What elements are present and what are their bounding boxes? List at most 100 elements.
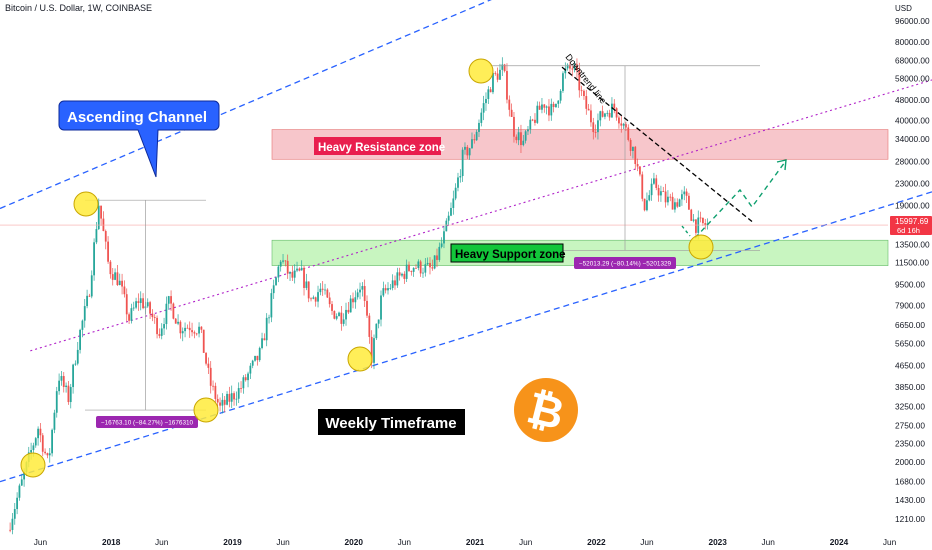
candle-body xyxy=(557,100,560,104)
candle xyxy=(515,134,518,144)
candle xyxy=(382,281,385,298)
candle-body xyxy=(270,293,273,318)
price-tick-label: 5650.00 xyxy=(895,339,925,349)
candle-body xyxy=(359,289,361,293)
measure-label-bg xyxy=(574,257,676,269)
candle xyxy=(489,87,492,93)
candle xyxy=(461,147,464,182)
candle xyxy=(606,110,609,117)
candle xyxy=(671,192,674,210)
candle-body xyxy=(191,330,193,333)
candle xyxy=(555,103,557,108)
candle xyxy=(685,188,688,204)
candle xyxy=(692,214,695,223)
candle-body xyxy=(660,191,662,196)
candle xyxy=(137,293,140,311)
candle-body xyxy=(333,310,336,319)
candle xyxy=(254,355,256,362)
candle-body xyxy=(452,198,455,208)
candle-body xyxy=(480,112,483,123)
candle-body xyxy=(569,64,571,69)
candle xyxy=(338,311,340,317)
candle-body xyxy=(424,264,427,273)
candle-body xyxy=(627,127,630,140)
candle-body xyxy=(167,296,170,304)
time-tick-label: 2020 xyxy=(345,537,364,547)
candle xyxy=(191,322,193,337)
candle-body xyxy=(417,261,420,268)
candle-body xyxy=(655,178,658,188)
candle-body xyxy=(55,391,58,413)
candle-body xyxy=(251,360,254,366)
candle-body xyxy=(163,324,165,329)
candle xyxy=(114,268,116,281)
candle xyxy=(622,122,625,129)
candle-body xyxy=(242,377,245,389)
candle xyxy=(464,142,466,155)
candle xyxy=(587,103,590,111)
candle xyxy=(207,357,210,374)
candle-body xyxy=(289,272,291,274)
candle-body xyxy=(683,191,686,195)
candle xyxy=(683,186,686,201)
candle xyxy=(557,100,560,108)
candle xyxy=(699,211,702,223)
candle xyxy=(604,112,606,120)
time-tick-label: 2018 xyxy=(102,537,121,547)
candle xyxy=(53,409,56,434)
touch-circle-2018-bottom xyxy=(193,397,219,423)
candle xyxy=(296,261,298,273)
candle-body xyxy=(688,195,690,210)
candle xyxy=(300,260,303,271)
candle xyxy=(410,270,413,276)
candle xyxy=(468,147,471,160)
candle xyxy=(228,386,231,408)
candle xyxy=(552,101,555,113)
time-tick-label: Jun xyxy=(883,537,897,547)
candle-body xyxy=(517,132,520,141)
candle-body xyxy=(41,435,44,452)
candle-body xyxy=(426,262,429,265)
heavy-resistance-label-bg xyxy=(314,137,441,155)
candle-body xyxy=(265,317,268,341)
candle xyxy=(109,260,112,279)
candle-body xyxy=(632,146,634,151)
candle-body xyxy=(639,166,641,175)
candle-body xyxy=(174,318,177,324)
candle-body xyxy=(524,131,527,141)
candle xyxy=(69,383,72,409)
time-tick-label: Jun xyxy=(640,537,654,547)
price-tick-label: 40000.00 xyxy=(895,116,930,126)
candle xyxy=(46,452,49,459)
candle xyxy=(314,296,317,307)
candle xyxy=(291,265,294,282)
candle-body xyxy=(403,273,406,279)
candle-body xyxy=(422,272,424,274)
candle xyxy=(662,186,665,193)
candle-body xyxy=(209,367,212,386)
candle xyxy=(158,328,161,339)
candle xyxy=(179,320,182,339)
candle xyxy=(111,267,114,286)
candle-body xyxy=(513,116,515,137)
touch-circle-2017 xyxy=(20,452,46,478)
candle-body xyxy=(543,104,546,108)
candle xyxy=(578,62,581,98)
price-tick-label: 34000.00 xyxy=(895,134,930,144)
candle-body xyxy=(286,260,289,274)
candle-body xyxy=(522,140,525,146)
candle xyxy=(478,119,480,137)
candle-body xyxy=(396,272,399,286)
candle-body xyxy=(298,268,301,271)
candle xyxy=(485,92,487,111)
candle-body xyxy=(389,287,392,289)
candle xyxy=(627,124,630,142)
candle xyxy=(517,126,520,146)
candle xyxy=(258,346,261,362)
candle xyxy=(391,274,394,291)
candle xyxy=(475,129,478,141)
candle-body xyxy=(107,241,109,262)
candle xyxy=(202,329,205,353)
candle-body xyxy=(156,317,158,335)
candle xyxy=(13,503,16,525)
